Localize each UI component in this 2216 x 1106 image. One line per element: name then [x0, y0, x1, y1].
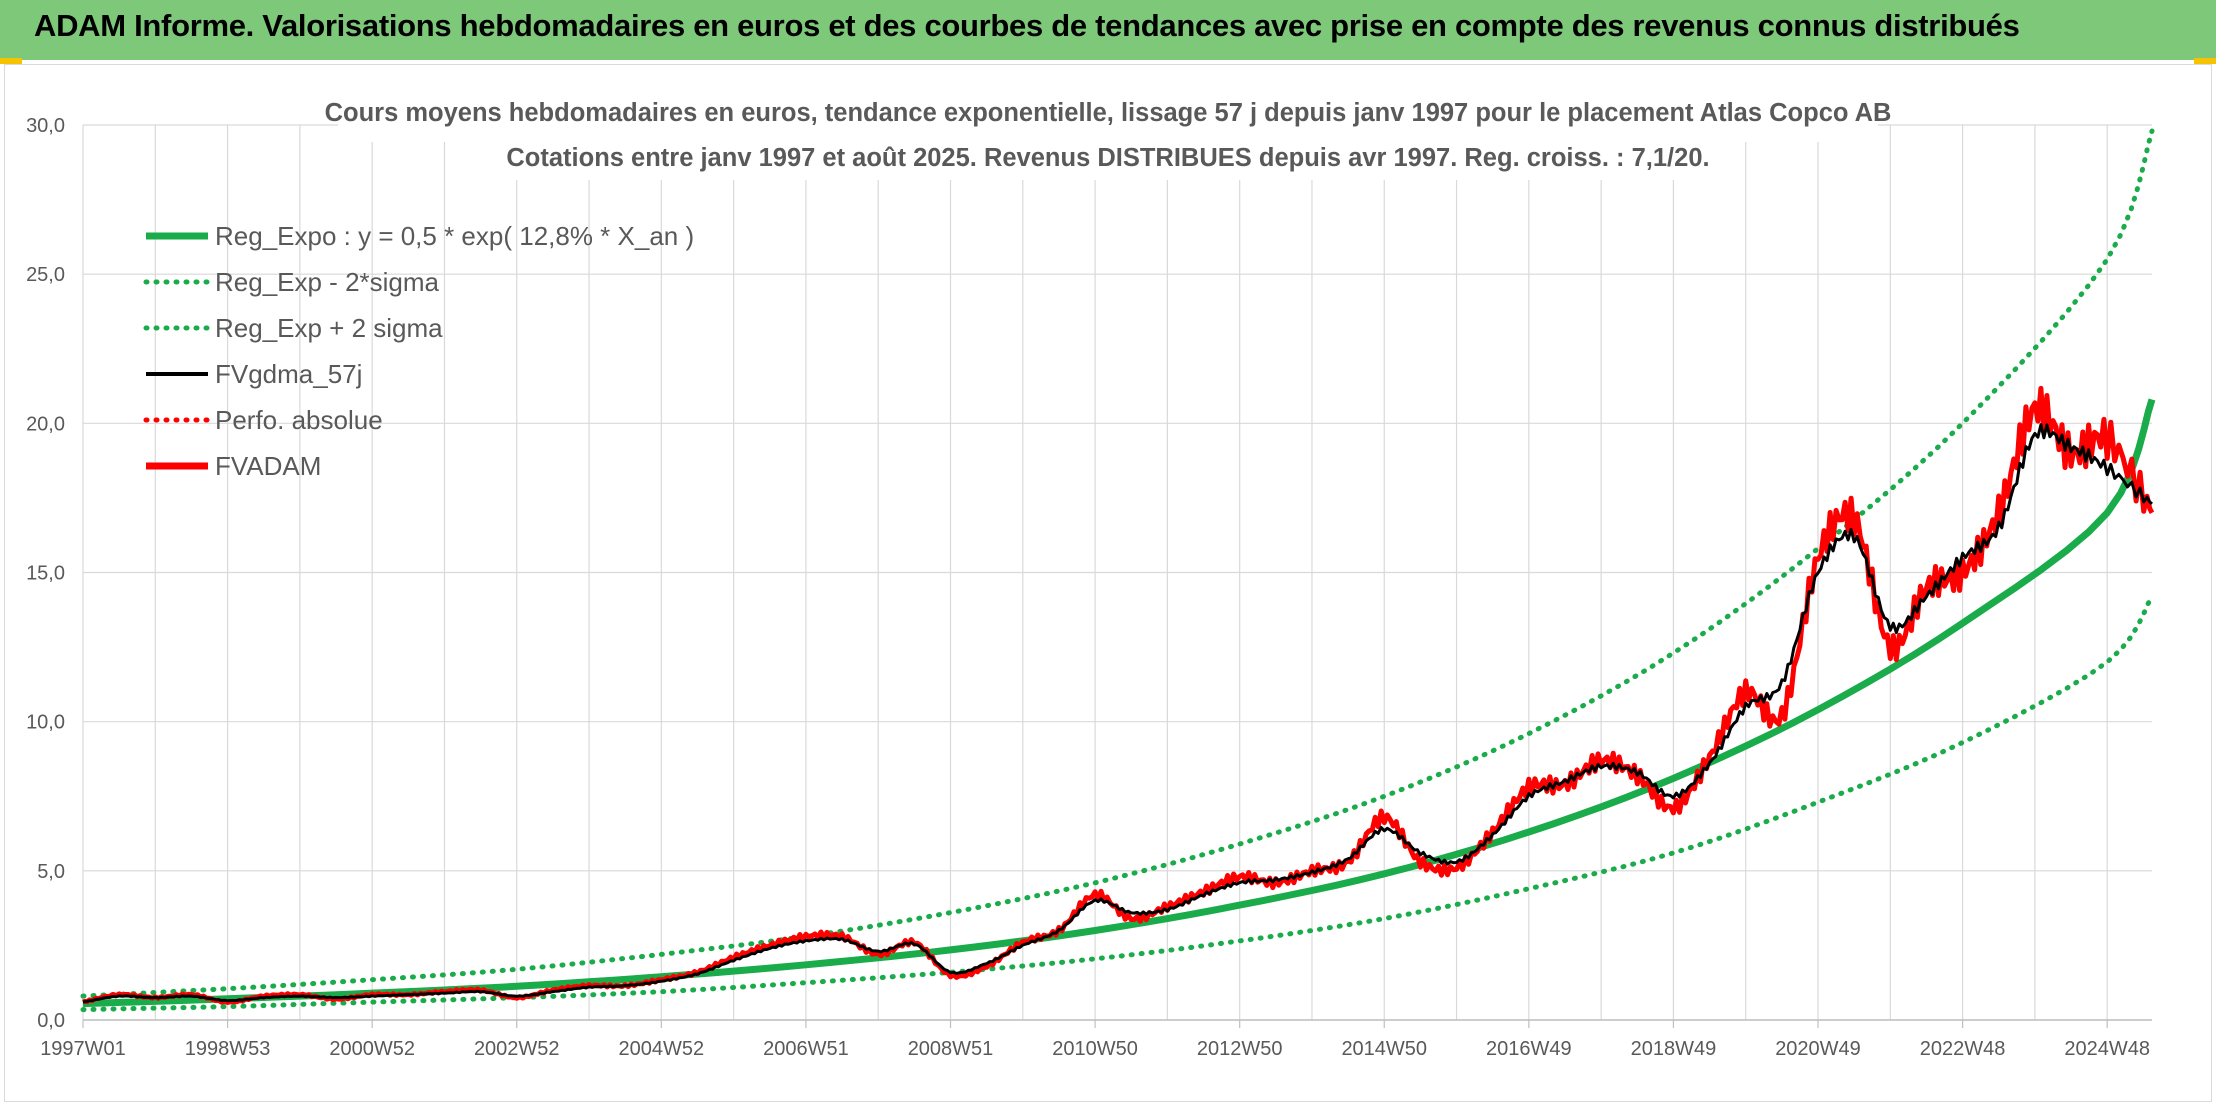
legend-label: FVgdma_57j — [215, 359, 362, 389]
x-tick-label: 2000W52 — [329, 1038, 415, 1060]
chart-subtitle: Cotations entre janv 1997 et août 2025. … — [506, 144, 1709, 172]
x-tick-label: 2014W50 — [1341, 1038, 1427, 1060]
corner-accent-left — [0, 58, 22, 64]
corner-accent-right — [2194, 58, 2216, 64]
chart-frame — [4, 64, 2212, 1102]
x-tick-label: 2016W49 — [1486, 1038, 1572, 1060]
legend-label: FVADAM — [215, 451, 321, 481]
grid-layer — [82, 124, 2152, 1021]
y-tick-label: 15,0 — [26, 563, 65, 585]
x-tick-label: 2022W48 — [1920, 1038, 2006, 1060]
report-banner: ADAM Informe. Valorisations hebdomadaire… — [0, 0, 2216, 60]
y-tick-label: 0,0 — [37, 1010, 65, 1032]
title-background — [338, 92, 1878, 142]
series-layer — [80, 128, 2156, 1013]
x-tick-label: 2024W48 — [2064, 1038, 2150, 1060]
x-tick-label: 2006W51 — [763, 1038, 849, 1060]
y-tick-label: 25,0 — [26, 264, 65, 286]
x-tick-label: 1998W53 — [185, 1038, 271, 1060]
series-reg-exp-plus-2sigma — [80, 128, 2155, 999]
legend-label: Reg_Exp + 2 sigma — [215, 313, 443, 343]
legend-label: Perfo. absolue — [215, 405, 383, 435]
y-tick-label: 20,0 — [26, 413, 65, 435]
subtitle-background — [510, 138, 1706, 180]
x-tick-label: 1997W01 — [40, 1038, 126, 1060]
chart-title: Cours moyens hebdomadaires en euros, ten… — [325, 99, 1892, 127]
y-tick-label: 5,0 — [37, 861, 65, 883]
legend: Reg_Expo : y = 0,5 * exp( 12,8% * X_an )… — [143, 221, 694, 481]
series-reg-exp-minus-2sigma — [80, 593, 2155, 1013]
y-tick-label: 10,0 — [26, 712, 65, 734]
legend-label: Reg_Expo : y = 0,5 * exp( 12,8% * X_an ) — [215, 221, 694, 251]
x-tick-label: 2002W52 — [474, 1038, 560, 1060]
report-title: ADAM Informe. Valorisations hebdomadaire… — [34, 8, 2020, 43]
x-tick-label: 2020W49 — [1775, 1038, 1861, 1060]
x-tick-label: 2010W50 — [1052, 1038, 1138, 1060]
x-tick-label: 2008W51 — [908, 1038, 994, 1060]
legend-label: Reg_Exp - 2*sigma — [215, 267, 440, 297]
x-tick-label: 2012W50 — [1197, 1038, 1283, 1060]
y-tick-label: 30,0 — [26, 115, 65, 137]
x-tick-label: 2018W49 — [1631, 1038, 1717, 1060]
axis-layer: 0,0 5,0 10,0 15,0 20,0 25,0 30,0 1997W01 1998W53… — [26, 115, 2152, 1060]
series-fvgdma-57j — [82, 423, 2153, 1004]
x-tick-label: 2004W52 — [619, 1038, 705, 1060]
